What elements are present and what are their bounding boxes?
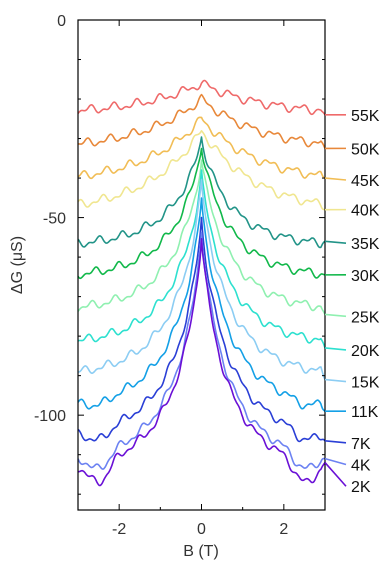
x-tick-label: 0 xyxy=(197,521,206,538)
y-tick-label: -50 xyxy=(43,211,66,228)
series-line-11k xyxy=(77,197,326,412)
series-line-45k xyxy=(77,116,326,180)
series-leader-25k xyxy=(324,313,347,318)
series-leader-4k xyxy=(324,457,347,466)
y-axis-title: ΔG (μS) xyxy=(9,236,26,294)
series-labels: 55K 50K 45K 40K 35K 30K 25K 20K 15K 11K 7K 4K 2K xyxy=(324,108,380,496)
series-leader-20k xyxy=(324,347,347,351)
y-tick-label: 0 xyxy=(57,13,66,30)
series-label-4k: 4K xyxy=(351,458,371,475)
series-leader-2k xyxy=(324,462,347,487)
x-tick-label: 2 xyxy=(279,521,288,538)
series-label-15k: 15K xyxy=(351,375,380,392)
series-line-35k xyxy=(77,136,326,249)
series-label-55k: 55K xyxy=(351,108,380,125)
series-label-30k: 30K xyxy=(351,268,380,285)
curves-layer xyxy=(77,79,326,487)
x-axis-title: B (T) xyxy=(183,543,219,560)
series-label-35k: 35K xyxy=(351,236,380,253)
x-axis: -2 0 2 xyxy=(77,20,326,538)
series-label-40k: 40K xyxy=(351,203,380,220)
series-leader-35k xyxy=(324,240,347,245)
series-label-45k: 45K xyxy=(351,173,380,190)
series-line-30k xyxy=(77,147,326,280)
series-line-4k xyxy=(77,231,326,470)
series-line-20k xyxy=(77,169,326,349)
series-line-7k xyxy=(77,216,326,443)
series-line-15k xyxy=(77,178,326,380)
y-axis: 0 -50 -100 xyxy=(34,13,325,495)
series-label-7k: 7K xyxy=(351,436,371,453)
series-label-25k: 25K xyxy=(351,309,380,326)
series-line-55k xyxy=(77,79,326,116)
series-line-50k xyxy=(77,93,326,149)
y-tick-label: -100 xyxy=(34,408,66,425)
series-label-11k: 11K xyxy=(351,404,379,421)
series-line-2k xyxy=(78,238,326,487)
series-line-25k xyxy=(77,159,326,315)
series-label-20k: 20K xyxy=(351,343,380,360)
series-line-40k xyxy=(77,130,326,211)
series-label-50k: 50K xyxy=(351,141,380,158)
series-leader-7k xyxy=(324,440,347,444)
series-leader-15k xyxy=(324,378,347,383)
series-leader-45k xyxy=(324,177,347,181)
series-label-2k: 2K xyxy=(351,479,371,496)
x-tick-label: -2 xyxy=(112,521,126,538)
